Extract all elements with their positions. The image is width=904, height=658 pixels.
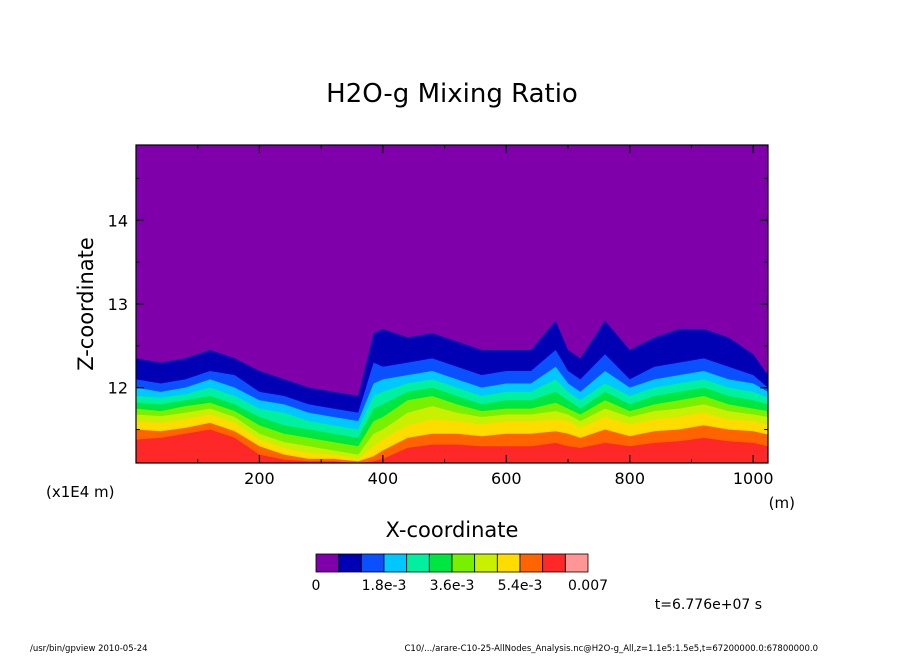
colorbar-swatch <box>383 553 408 573</box>
x-tick-label: 200 <box>244 469 275 488</box>
colorbar-tick-label: 1.8e-3 <box>362 578 407 594</box>
x-unit-label: (m) <box>769 494 795 512</box>
y-axis: 12 13 14 <box>108 177 768 431</box>
y-axis-label: Z-coordinate <box>74 237 98 371</box>
colorbar-swatch <box>315 553 340 573</box>
colorbar-tick-label: 3.6e-3 <box>430 578 475 594</box>
colorbar-swatch <box>474 553 498 573</box>
footer-left: /usr/bin/gpview 2010-05-24 <box>30 644 148 654</box>
y-tick-label: 14 <box>108 211 128 230</box>
colorbar-tick-label: 0.007 <box>568 578 608 594</box>
x-tick-label: 1000 <box>733 469 774 488</box>
y-tick-label: 12 <box>108 379 128 398</box>
x-tick-label: 800 <box>614 469 645 488</box>
colorbar-swatch <box>338 553 362 573</box>
colorbar-tick-label: 0 <box>312 578 321 594</box>
colorbar-labels: 0 1.8e-3 3.6e-3 5.4e-3 0.007 <box>312 578 609 594</box>
x-tick-label: 600 <box>491 469 522 488</box>
y-unit-label: (x1E4 m) <box>46 483 115 501</box>
x-axis-label: X-coordinate <box>386 518 519 542</box>
footer-right: C10/.../arare-C10-25-AllNodes_Analysis.n… <box>404 644 818 654</box>
band-10 <box>136 429 768 463</box>
colorbar-swatch <box>451 553 476 573</box>
chart-title: H2O-g Mixing Ratio <box>326 79 578 109</box>
x-axis: 200 400 600 800 1000 <box>197 145 774 488</box>
colorbar-swatch <box>519 553 544 573</box>
y-tick-label: 13 <box>108 295 128 314</box>
colorbar-swatch <box>360 553 385 573</box>
colorbar-swatch <box>542 553 566 573</box>
colorbar-tick-label: 5.4e-3 <box>498 578 543 594</box>
x-tick-label: 400 <box>368 469 399 488</box>
colorbar-swatch <box>428 553 453 573</box>
colorbar-swatch <box>406 553 430 573</box>
time-annotation: t=6.776e+07 s <box>655 597 762 613</box>
colorbar-swatch <box>564 553 589 573</box>
colorbar-swatch <box>496 553 521 573</box>
colorbar <box>315 553 589 573</box>
